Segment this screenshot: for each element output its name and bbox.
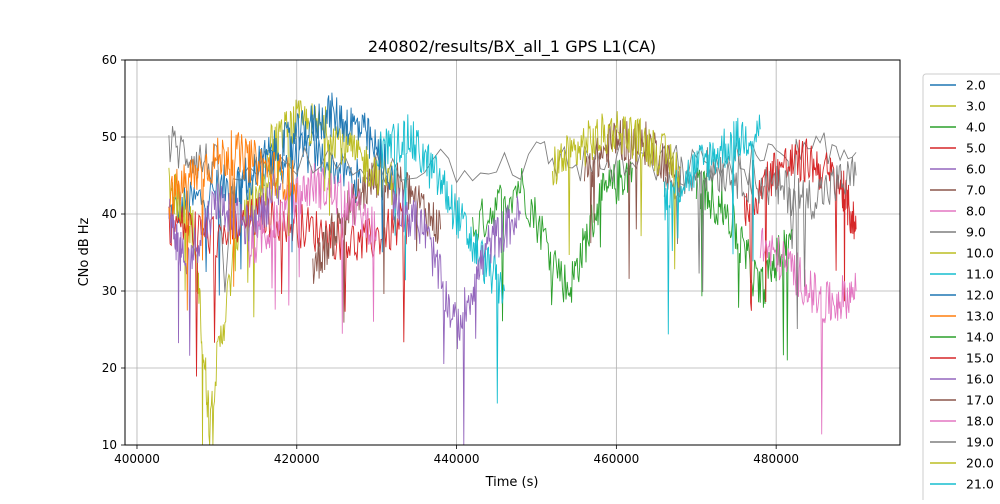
legend-entry: 14.0 (966, 330, 994, 345)
legend-entry: 12.0 (966, 288, 994, 303)
series-line-21.0 (663, 114, 761, 335)
plot-frame (124, 59, 901, 446)
legend-entry: 21.0 (966, 477, 994, 492)
legend-entry: 16.0 (966, 372, 994, 387)
series-line-15.0 (743, 138, 857, 311)
legend-entry: 2.0 (966, 78, 986, 93)
series-line-6.0 (168, 172, 282, 356)
legend-entry: 17.0 (966, 393, 994, 408)
x-tick-label: 480000 (753, 452, 799, 466)
y-axis-label: CNo dB Hz (77, 217, 92, 286)
series-line-9.0 (168, 126, 857, 293)
legend-frame (922, 73, 1000, 504)
series-line-11.0 (376, 114, 505, 404)
y-tick-label: 30 (102, 284, 117, 298)
x-axis-label: Time (s) (485, 475, 539, 490)
legend-entry: 20.0 (966, 456, 994, 471)
legend-entry: 13.0 (966, 309, 994, 324)
y-tick-label: 60 (102, 53, 117, 67)
y-tick-label: 20 (102, 361, 117, 375)
series-line-10.0 (264, 99, 394, 237)
x-axis: 400000 420000 440000 460000 480000 (114, 445, 799, 466)
legend-entry: 10.0 (966, 246, 994, 261)
legend-entry: 11.0 (966, 267, 994, 282)
y-tick-label: 50 (102, 130, 117, 144)
series-line-13.0 (168, 130, 298, 311)
legend-entry: 19.0 (966, 435, 994, 450)
legend-entry: 8.0 (966, 204, 986, 219)
x-tick-label: 460000 (593, 452, 639, 466)
series-line-16.0 (392, 187, 521, 446)
legend-entry: 15.0 (966, 351, 994, 366)
series-line-7.0 (312, 155, 442, 323)
y-tick-label: 40 (102, 207, 117, 221)
legend-entry: 18.0 (966, 414, 994, 429)
legend-entry: 3.0 (966, 99, 986, 114)
legend-entry: 4.0 (966, 120, 986, 135)
x-tick-label: 420000 (274, 452, 320, 466)
legend-entry: 5.0 (966, 141, 986, 156)
y-tick-label: 10 (102, 438, 117, 452)
legend-entry: 9.0 (966, 225, 986, 240)
legend-entry: 6.0 (966, 162, 986, 177)
y-axis: 10 20 30 40 50 60 (102, 53, 125, 452)
series-line-12.0 (232, 92, 394, 253)
series-line-20.0 (551, 111, 681, 270)
series-line-8.0 (248, 163, 378, 334)
series-line-18.0 (759, 227, 857, 435)
x-tick-label: 440000 (434, 452, 480, 466)
chart-title: 240802/results/BX_all_1 GPS L1(CA) (368, 37, 656, 57)
legend-entry: 7.0 (966, 183, 986, 198)
series-line-19.0 (663, 147, 857, 330)
x-tick-label: 400000 (114, 452, 160, 466)
series-lines (168, 92, 857, 446)
legend: 2.0 3.0 4.0 5.0 6.0 7.0 8.0 9.0 10.0 11.0 12.0 13.0… (922, 73, 1000, 504)
